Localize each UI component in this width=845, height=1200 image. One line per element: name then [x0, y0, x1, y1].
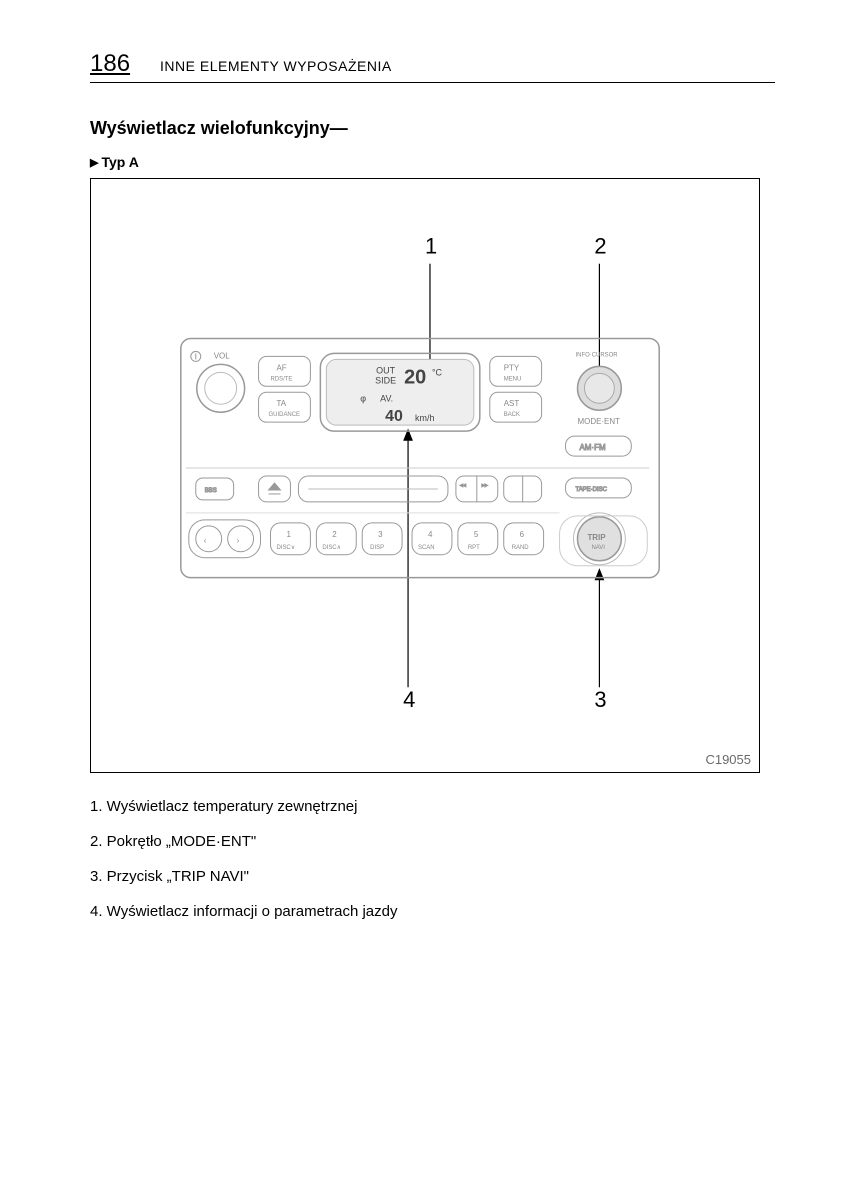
svg-text:TRIP: TRIP	[587, 533, 606, 542]
svg-text:TA: TA	[277, 399, 287, 408]
legend-item-4: 4. Wyświetlacz informacji o parametrach …	[90, 903, 775, 920]
svg-text:GUIDANCE: GUIDANCE	[269, 412, 301, 418]
svg-text:°C: °C	[432, 367, 443, 377]
svg-text:BACK: BACK	[504, 412, 520, 418]
svg-text:MENU: MENU	[504, 376, 522, 382]
legend: 1. Wyświetlacz temperatury zewnętrznej 2…	[90, 798, 775, 920]
svg-text:AST: AST	[504, 399, 520, 408]
svg-text:PTY: PTY	[504, 363, 520, 372]
figure-code: C19055	[705, 752, 751, 767]
mode-ent-knob: INFO·CURSOR MODE·ENT	[575, 352, 621, 426]
btn-ta: TA GUIDANCE	[259, 392, 311, 422]
section-title: Wyświetlacz wielofunkcyjny—	[90, 118, 775, 139]
svg-text:AF: AF	[277, 363, 287, 372]
svg-text:DISC∨: DISC∨	[277, 545, 296, 551]
svg-text:AV.: AV.	[380, 393, 393, 403]
svg-text:φ: φ	[360, 393, 366, 403]
svg-text:1: 1	[286, 530, 291, 539]
svg-text:›: ›	[237, 536, 240, 545]
legend-item-3: 3. Przycisk „TRIP NAVI"	[90, 868, 775, 885]
callout-3: 3	[594, 687, 606, 712]
svg-text:TAPE·DISC: TAPE·DISC	[575, 487, 607, 493]
legend-item-1: 1. Wyświetlacz temperatury zewnętrznej	[90, 798, 775, 815]
svg-text:RAND: RAND	[512, 545, 530, 551]
svg-text:◂◂: ◂◂	[460, 483, 466, 489]
svg-text:SIDE: SIDE	[375, 375, 396, 385]
btn-pty: PTY MENU	[490, 356, 542, 386]
page-header: 186 INNE ELEMENTY WYPOSAŻENIA	[90, 50, 775, 83]
callout-4: 4	[403, 687, 415, 712]
svg-text:NAVI: NAVI	[591, 545, 605, 551]
svg-text:5: 5	[474, 530, 479, 539]
btn-ast: AST BACK	[490, 392, 542, 422]
svg-text:BBS: BBS	[205, 488, 217, 494]
svg-text:RPT: RPT	[468, 545, 480, 551]
svg-text:3: 3	[378, 530, 383, 539]
svg-text:‹: ‹	[204, 536, 207, 545]
btn-af: AF RDS/TE	[259, 356, 311, 386]
page-number: 186	[90, 50, 130, 78]
svg-text:▸▸: ▸▸	[482, 483, 488, 489]
svg-text:DISP: DISP	[370, 545, 384, 551]
svg-text:VOL: VOL	[214, 351, 231, 360]
svg-text:40: 40	[385, 408, 403, 425]
svg-text:20: 20	[404, 366, 426, 388]
svg-text:OUT: OUT	[376, 365, 395, 375]
callout-1: 1	[425, 234, 437, 259]
figure: 1 2 3 4	[90, 178, 760, 773]
callout-2: 2	[594, 234, 606, 259]
chapter-title: INNE ELEMENTY WYPOSAŻENIA	[160, 58, 392, 74]
svg-text:4: 4	[428, 530, 433, 539]
svg-text:2: 2	[332, 530, 337, 539]
vol-knob: VOL	[191, 351, 245, 412]
legend-item-2: 2. Pokrętło „MODE·ENT"	[90, 833, 775, 850]
svg-text:km/h: km/h	[415, 413, 434, 423]
svg-text:AM·FM: AM·FM	[579, 443, 605, 452]
svg-text:SCAN: SCAN	[418, 545, 435, 551]
svg-text:MODE·ENT: MODE·ENT	[577, 417, 620, 426]
svg-text:INFO·CURSOR: INFO·CURSOR	[575, 352, 618, 358]
lcd-display: OUT SIDE 20 °C φ AV. 40 km/h	[320, 353, 479, 431]
svg-text:6: 6	[520, 530, 525, 539]
svg-text:DISC∧: DISC∧	[322, 545, 341, 551]
cassette-row: BBS ◂◂ ▸▸ AM·FM TAPE·DIS	[196, 436, 632, 502]
svg-text:RDS/TE: RDS/TE	[271, 376, 293, 382]
section-subtype: Typ A	[90, 154, 775, 170]
